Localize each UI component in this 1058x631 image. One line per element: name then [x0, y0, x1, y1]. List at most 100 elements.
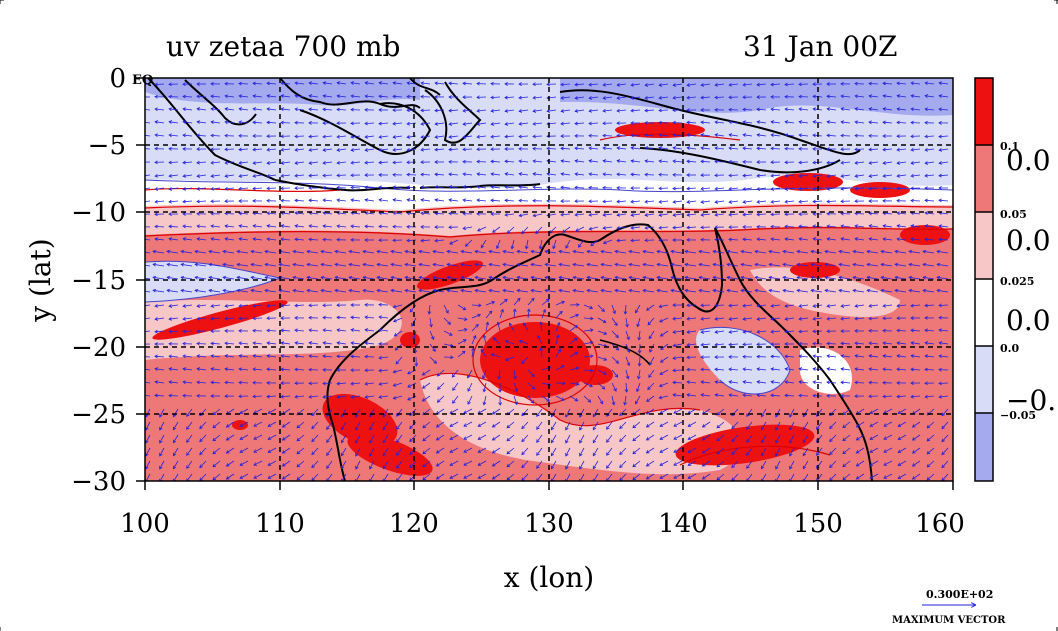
wind-vector: [938, 382, 949, 384]
wind-vector: [523, 322, 529, 332]
wind-vector: [480, 349, 487, 358]
wind-vector-head: [294, 198, 298, 203]
wind-vector-head: [603, 331, 608, 335]
wind-vector: [611, 382, 617, 392]
wind-vector: [154, 394, 165, 397]
wind-vector-head: [506, 450, 511, 455]
wind-vector-head: [911, 476, 916, 480]
wind-vector: [687, 134, 697, 137]
wind-vector-head: [728, 120, 732, 125]
wind-vector-head: [742, 237, 746, 242]
wind-vector: [741, 276, 753, 280]
wind-vector: [294, 369, 305, 371]
wind-vector-head: [392, 172, 396, 177]
wind-vector: [672, 369, 683, 371]
wind-vector: [489, 276, 501, 280]
wind-vector-head: [355, 452, 359, 457]
wind-vector-head: [463, 449, 468, 453]
wind-vector: [601, 289, 613, 293]
wind-vector: [565, 239, 571, 249]
wind-vector-head: [461, 350, 466, 355]
wind-vector-head: [236, 262, 241, 267]
wind-vector-head: [224, 354, 229, 358]
wind-vector-head: [490, 185, 495, 189]
wind-vector: [630, 109, 641, 112]
wind-vector-head: [770, 212, 774, 217]
wind-vector: [841, 95, 851, 98]
wind-vector: [281, 108, 291, 111]
wind-vector: [253, 342, 263, 345]
wind-vector: [673, 213, 683, 216]
wind-vector-head: [530, 249, 535, 254]
wind-vector-head: [615, 360, 620, 364]
wind-vector-head: [393, 333, 398, 337]
wind-vector: [436, 434, 445, 441]
wind-vector-head: [789, 439, 793, 444]
wind-vector-head: [602, 226, 607, 230]
wind-vector-head: [659, 475, 664, 479]
wind-vector: [447, 289, 459, 293]
wind-vector: [746, 447, 753, 456]
wind-vector: [308, 199, 319, 202]
wind-vector-head: [616, 186, 620, 190]
wind-vector-head: [552, 245, 556, 250]
wind-vector: [714, 161, 725, 163]
wind-vector-head: [700, 83, 705, 87]
map-datetime: 31 Jan 00Z: [743, 30, 897, 63]
wind-vector: [253, 174, 263, 177]
y-tick-label: −15: [71, 266, 126, 296]
wind-vector-head: [673, 449, 678, 453]
wind-vector: [771, 381, 781, 384]
wind-vector-head: [409, 464, 413, 469]
wind-vector-head: [266, 198, 270, 203]
wind-vector-head: [556, 321, 561, 326]
wind-vector-head: [938, 134, 942, 139]
wind-vector-head: [644, 120, 648, 125]
wind-vector: [492, 473, 501, 480]
wind-vector: [448, 213, 459, 215]
wind-vector: [897, 238, 907, 241]
wind-vector-head: [896, 198, 900, 203]
wind-vector-head: [252, 354, 257, 358]
wind-vector: [169, 187, 179, 190]
wind-vector-head: [742, 133, 747, 137]
wind-vector-head: [536, 465, 540, 469]
wind-vector-head: [728, 146, 732, 151]
wind-vector: [478, 434, 487, 440]
wind-vector-head: [166, 288, 171, 293]
wind-vector-head: [322, 224, 326, 229]
wind-vector-head: [714, 186, 718, 191]
wind-vector-head: [742, 317, 747, 321]
wind-vector: [308, 135, 319, 138]
wind-vector-head: [672, 120, 676, 125]
wind-vector: [429, 343, 436, 352]
wind-vector: [266, 82, 277, 85]
wind-vector-head: [280, 134, 284, 139]
wind-vector-head: [565, 245, 569, 249]
wind-vector-head: [897, 475, 902, 479]
wind-vector: [659, 447, 669, 453]
wind-vector-head: [448, 122, 453, 126]
wind-vector: [742, 238, 753, 241]
wind-vector-head: [516, 297, 521, 302]
wind-vector-head: [712, 249, 717, 254]
wind-vector-head: [658, 213, 663, 217]
wind-vector-head: [658, 225, 662, 230]
wind-vector: [826, 200, 837, 202]
wind-vector-head: [686, 146, 691, 150]
wind-vector: [253, 304, 263, 307]
wind-vector-head: [938, 394, 942, 399]
wind-vector-head: [364, 121, 368, 126]
wind-vector: [434, 148, 445, 151]
wind-vector: [350, 316, 361, 319]
wind-vector-head: [812, 120, 817, 124]
wind-vector-head: [364, 185, 368, 190]
wind-vector: [798, 395, 809, 397]
wind-vector-head: [565, 426, 569, 431]
wind-vector-head: [434, 81, 438, 86]
wind-vector: [268, 473, 277, 479]
wind-vector-head: [714, 355, 718, 359]
wind-vector-head: [168, 317, 172, 321]
wind-vector: [253, 368, 263, 371]
wind-vector-head: [182, 224, 186, 229]
